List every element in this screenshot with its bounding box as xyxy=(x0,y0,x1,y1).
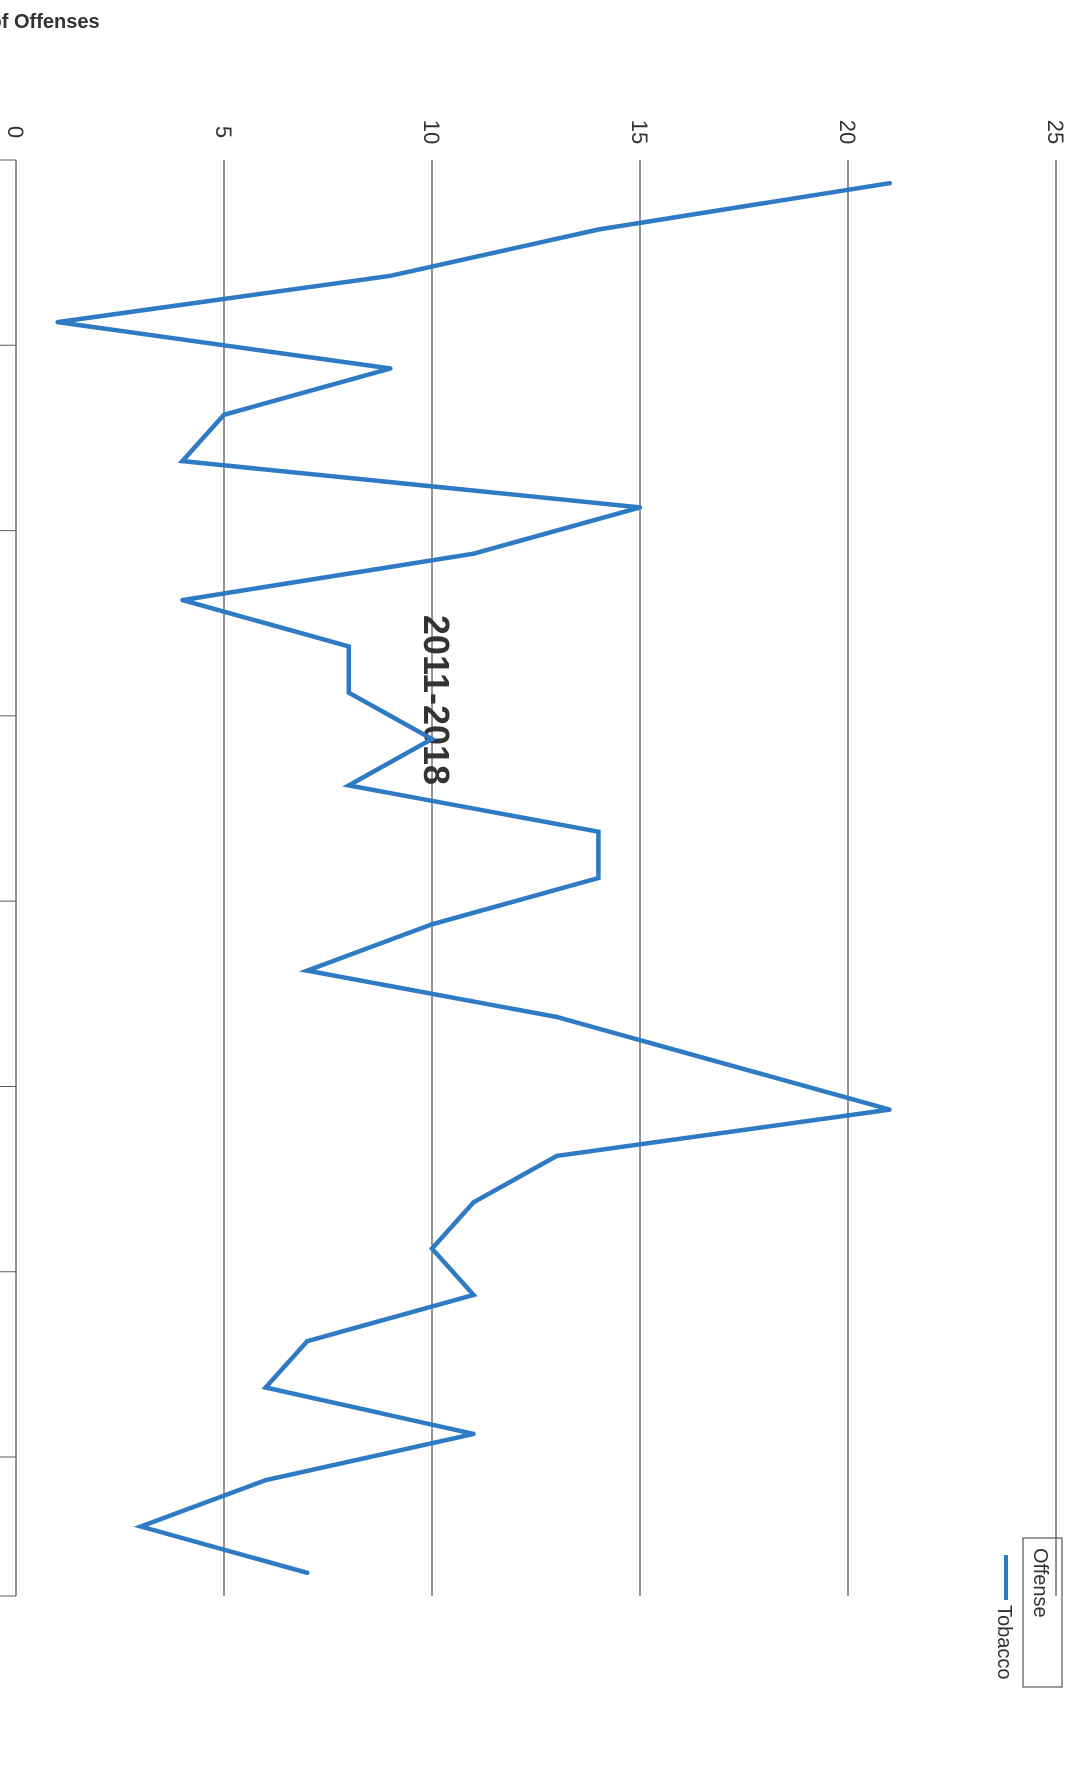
data-point xyxy=(471,1200,476,1205)
x-tick-quarter: 4 xyxy=(0,502,1,513)
series-line-tobacco xyxy=(57,180,892,1576)
data-point xyxy=(346,644,351,649)
x-tick-quarter: 1 xyxy=(0,1104,1,1115)
data-point xyxy=(263,1385,268,1390)
x-tick-quarter: 3 xyxy=(0,1197,1,1208)
data-point xyxy=(596,227,601,232)
y-tick-label: 0 xyxy=(3,126,28,138)
chart-title: 2011-2018 xyxy=(416,615,457,785)
data-point xyxy=(429,736,435,742)
x-tick-quarter: 2 xyxy=(0,595,1,606)
data-point xyxy=(637,505,643,510)
x-tick-quarter: 1 xyxy=(0,178,1,189)
x-tick-quarter: 2 xyxy=(0,224,1,235)
data-point xyxy=(721,1061,726,1066)
legend: Offense Tobacco xyxy=(993,1537,1063,1688)
data-point xyxy=(471,551,476,556)
data-point xyxy=(554,1153,559,1159)
x-axis-table: 1234201112342012123420131234201412342015… xyxy=(0,159,17,1597)
data-point xyxy=(554,1014,559,1020)
y-tick-label: 25 xyxy=(1043,120,1068,144)
x-tick-quarter: 2 xyxy=(0,965,1,976)
data-point xyxy=(305,1339,310,1344)
data-point xyxy=(221,412,227,417)
legend-title-box xyxy=(1022,1537,1063,1688)
data-point xyxy=(305,968,310,973)
data-point xyxy=(887,1107,892,1112)
x-tick-quarter: 3 xyxy=(0,1567,1,1578)
x-tick-quarter: 1 xyxy=(0,1475,1,1486)
x-tick-quarter: 4 xyxy=(0,687,1,698)
data-point xyxy=(429,1246,435,1251)
x-tick-quarter: 2 xyxy=(0,1336,1,1347)
x-tick-quarter: 3 xyxy=(0,641,1,652)
data-point xyxy=(346,690,351,695)
y-axis-label: Number of Offenses xyxy=(0,11,100,33)
grid-lines xyxy=(223,160,1057,1596)
legend-title: Offense xyxy=(1029,1548,1051,1618)
data-point xyxy=(305,1570,310,1576)
x-tick-quarter: 1 xyxy=(0,548,1,559)
x-tick-quarter: 4 xyxy=(0,317,1,328)
x-tick-quarter: 1 xyxy=(0,733,1,744)
data-point xyxy=(263,1477,268,1483)
x-tick-quarter: 2 xyxy=(0,780,1,791)
data-point xyxy=(346,783,351,788)
data-point xyxy=(596,875,601,881)
x-tick-quarter: 2 xyxy=(0,1150,1,1161)
x-tick-quarter: 3 xyxy=(0,270,1,281)
x-tick-quarter: 4 xyxy=(0,872,1,883)
data-point xyxy=(429,922,435,927)
x-tick-quarter: 3 xyxy=(0,826,1,837)
data-point xyxy=(180,597,185,603)
y-tick-label: 5 xyxy=(211,126,236,138)
x-tick-quarter: 3 xyxy=(0,456,1,467)
x-tick-quarter: 4 xyxy=(0,1058,1,1069)
data-point xyxy=(887,180,892,186)
y-tick-labels: 0 5 10 15 20 25 xyxy=(3,120,1068,144)
y-tick-label: 15 xyxy=(627,120,652,144)
data-point xyxy=(388,366,393,371)
x-tick-quarter: 1 xyxy=(0,1289,1,1300)
data-point xyxy=(596,829,601,834)
data-point xyxy=(180,458,185,464)
data-point xyxy=(471,1431,476,1437)
x-tick-quarter: 4 xyxy=(0,1243,1,1254)
x-tick-quarter: 2 xyxy=(0,1521,1,1532)
x-tick-quarter: 4 xyxy=(0,1428,1,1439)
x-tick-quarter: 2 xyxy=(0,409,1,420)
y-tick-label: 20 xyxy=(835,120,860,144)
data-point xyxy=(138,1524,143,1529)
x-tick-quarter: 1 xyxy=(0,919,1,930)
x-tick-quarter: 1 xyxy=(0,363,1,374)
data-point xyxy=(55,319,60,325)
x-tick-quarter: 3 xyxy=(0,1011,1,1022)
y-tick-label: 10 xyxy=(419,120,444,144)
data-point xyxy=(471,1292,476,1298)
series-layer xyxy=(55,180,892,1576)
x-tick-quarter: 3 xyxy=(0,1382,1,1393)
data-point xyxy=(388,273,393,279)
legend-series-label: Tobacco xyxy=(993,1605,1015,1680)
